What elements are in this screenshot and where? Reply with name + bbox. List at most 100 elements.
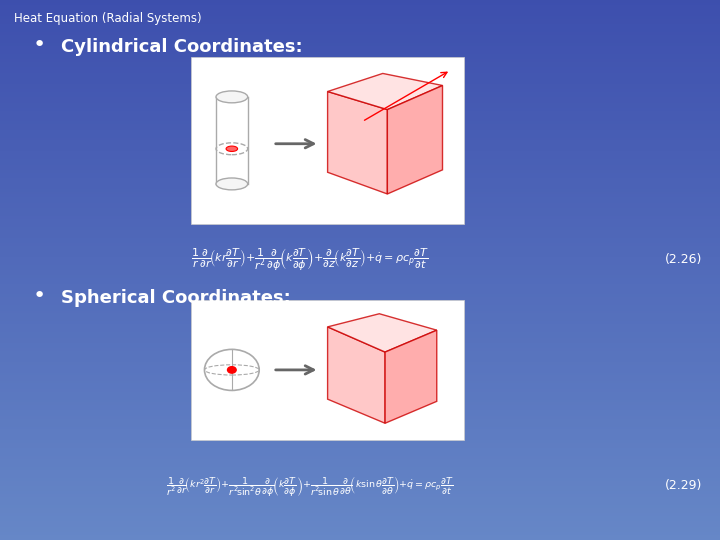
Bar (0, 535, 720, 537)
Bar (0, 446, 720, 448)
Bar (0, 57, 720, 59)
Bar (0, 197, 720, 200)
Polygon shape (328, 73, 443, 110)
Bar (0, 46, 720, 49)
Bar (0, 3, 720, 5)
Bar (0, 76, 720, 78)
Bar (0, 483, 720, 486)
Bar (0, 8, 720, 11)
Bar (0, 346, 720, 348)
Bar (0, 416, 720, 418)
Bar (0, 186, 720, 189)
Bar (0, 448, 720, 451)
Bar (0, 338, 720, 340)
Bar (0, 16, 720, 19)
Bar (0, 138, 720, 140)
Text: Heat Equation (Radial Systems): Heat Equation (Radial Systems) (14, 12, 202, 25)
Bar (0, 113, 720, 116)
Bar (0, 381, 720, 383)
Bar (0, 116, 720, 119)
Bar (0, 491, 720, 494)
Bar (0, 486, 720, 489)
Bar (0, 456, 720, 459)
Bar (0, 319, 720, 321)
Bar (0, 478, 720, 481)
Bar (0, 176, 720, 178)
Bar (0, 100, 720, 103)
Bar (0, 421, 720, 424)
Bar (0, 5, 720, 8)
Bar (0, 378, 720, 381)
Bar (0, 497, 720, 500)
Bar (0, 302, 720, 305)
Bar (0, 254, 720, 256)
Text: (2.29): (2.29) (665, 480, 702, 492)
Bar (0, 332, 720, 335)
Bar (0, 354, 720, 356)
Bar (0, 192, 720, 194)
Bar (0, 313, 720, 316)
Bar (0, 27, 720, 30)
Bar (0, 170, 720, 173)
Bar (0, 373, 720, 375)
Bar (0, 435, 720, 437)
Bar (0, 240, 720, 243)
Bar (0, 70, 720, 73)
Bar (0, 232, 720, 235)
Polygon shape (387, 85, 443, 194)
Bar (0, 397, 720, 400)
Bar (0, 184, 720, 186)
Bar (0, 154, 720, 157)
Bar (0, 335, 720, 338)
Ellipse shape (216, 91, 248, 103)
Bar (0, 159, 720, 162)
Bar (0, 324, 720, 327)
Bar (0, 510, 720, 513)
Text: •: • (33, 35, 46, 55)
Bar (0, 470, 720, 472)
Bar (0, 348, 720, 351)
Bar (0, 275, 720, 278)
Bar (0, 467, 720, 470)
Bar (0, 73, 720, 76)
Bar (0, 22, 720, 24)
Bar (0, 148, 720, 151)
Bar (0, 518, 720, 521)
Bar (0, 526, 720, 529)
Bar (0, 273, 720, 275)
Bar (0, 481, 720, 483)
Bar (0, 59, 720, 62)
Bar (0, 65, 720, 68)
Bar (0, 454, 720, 456)
Bar (0, 310, 720, 313)
Bar (0, 68, 720, 70)
Bar (0, 321, 720, 324)
Bar (0, 462, 720, 464)
Bar (0, 256, 720, 259)
Bar (0, 340, 720, 343)
Bar (0, 364, 720, 367)
Bar (0, 451, 720, 454)
Bar (0, 19, 720, 22)
Bar (0, 362, 720, 364)
Bar (0, 251, 720, 254)
Bar (0, 243, 720, 246)
Bar (0, 151, 720, 154)
Bar (0, 49, 720, 51)
Bar (0, 248, 720, 251)
Bar (0, 262, 720, 265)
Bar (0, 38, 720, 40)
Bar (0, 351, 720, 354)
Text: Cylindrical Coordinates:: Cylindrical Coordinates: (61, 38, 303, 56)
Bar (0, 213, 720, 216)
Bar (0, 30, 720, 32)
Bar (0, 122, 720, 124)
Bar (0, 356, 720, 359)
Bar (0, 402, 720, 405)
Bar (0, 119, 720, 122)
Bar (0, 221, 720, 224)
Bar (0, 427, 720, 429)
Bar (0, 429, 720, 432)
Bar (0, 305, 720, 308)
Bar (0, 289, 720, 292)
